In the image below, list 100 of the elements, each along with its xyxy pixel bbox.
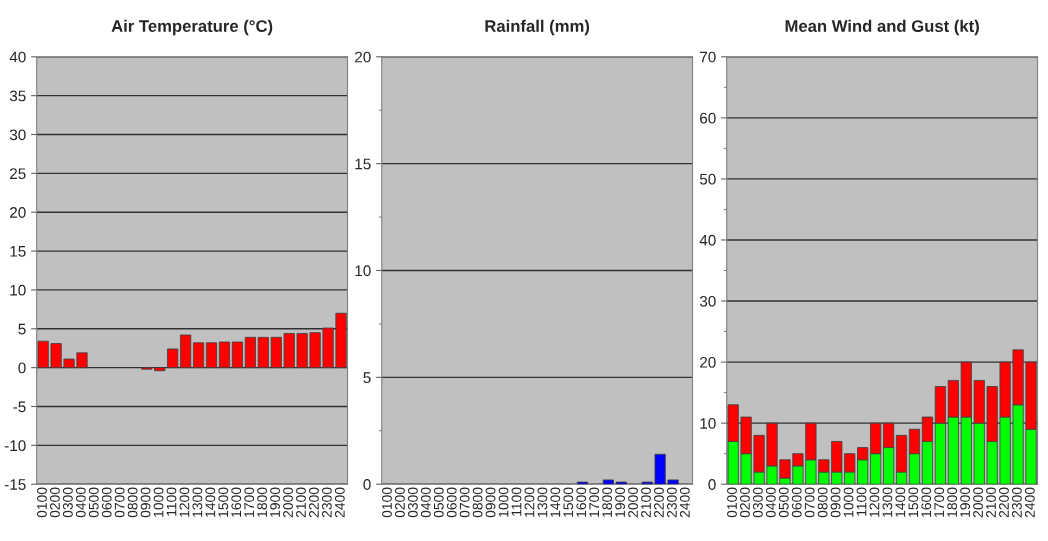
bar (180, 334, 192, 369)
x-tick-label: 1300 (882, 487, 893, 517)
bar (218, 341, 231, 369)
y-tick-label: 10 (10, 284, 26, 296)
x-tick-label: 1300 (537, 487, 548, 517)
x-tick-label: 0500 (778, 487, 789, 518)
x-tick-label: 0900 (485, 487, 496, 518)
x-tick-label: 0300 (62, 487, 73, 518)
x-tick-label: 2400 (679, 487, 690, 518)
y-tick-label: -10 (4, 440, 26, 452)
y-tick-label: 0 (363, 479, 371, 490)
x-tick-label: 1200 (869, 487, 880, 517)
x-tick-label: 1300 (192, 487, 203, 517)
y-tick-label: 20 (355, 51, 371, 63)
chart-title: Air Temperature (°C) (111, 19, 273, 36)
y-tick-label: 0 (18, 362, 26, 374)
bar (576, 481, 589, 485)
x-tick-label: 2200 (654, 487, 664, 518)
x-tick-label: 2000 (628, 487, 638, 518)
x-tick-label: 1800 (257, 487, 268, 517)
y-tick-label: 5 (363, 372, 371, 384)
x-tick-label: 0200 (395, 487, 405, 518)
x-tick-label: 1600 (921, 487, 932, 517)
x-tick-label: 0300 (407, 487, 418, 518)
x-tick-label: 1100 (511, 487, 522, 516)
x-tick-label: 1700 (244, 487, 255, 517)
y-tick-label: 15 (10, 246, 26, 257)
x-tick-label: 0200 (740, 487, 750, 518)
chart-title: Rainfall (mm) (485, 19, 590, 36)
x-tick-label: 0900 (140, 487, 151, 518)
x-tick-label: 1900 (960, 487, 971, 517)
y-tick-label: 50 (699, 173, 716, 185)
x-tick-label: 1900 (615, 487, 626, 517)
x-tick-label: 2000 (283, 487, 293, 518)
x-tick-label: 2400 (334, 487, 345, 518)
x-tick-label: 1700 (934, 487, 945, 517)
x-tick-label: 2200 (999, 487, 1009, 518)
x-tick-label: 0900 (830, 487, 841, 518)
x-tick-label: 2000 (973, 487, 983, 518)
x-tick-label: 0800 (127, 487, 138, 518)
y-tick-label: 35 (9, 90, 26, 102)
x-tick-label: 0300 (752, 487, 763, 518)
x-tick-label: 2300 (1011, 487, 1022, 518)
x-tick-label: 1000 (498, 487, 509, 517)
x-tick-label: 0600 (791, 487, 802, 518)
x-tick-label: 1600 (576, 487, 587, 517)
y-tick-label: -15 (4, 479, 26, 490)
x-tick-label: 2100 (641, 487, 651, 518)
y-tick-label: 60 (700, 112, 716, 124)
x-tick-label: 2100 (296, 487, 306, 518)
x-tick-label: 0400 (765, 487, 776, 518)
x-tick-label: 1400 (550, 487, 561, 517)
x-tick-label: 1100 (166, 487, 177, 516)
x-tick-label: 1800 (602, 487, 613, 517)
bar (205, 342, 218, 369)
x-tick-label: 1800 (947, 487, 958, 517)
x-tick-label: 1000 (843, 487, 854, 517)
x-tick-label: 0700 (459, 487, 470, 518)
y-tick-label: 0 (708, 479, 716, 490)
x-tick-label: 0100 (37, 487, 47, 518)
x-tick-label: 0800 (817, 487, 828, 518)
x-tick-label: 1400 (895, 487, 906, 517)
y-tick-label: 25 (10, 168, 26, 180)
x-tick-label: 2200 (309, 487, 319, 518)
x-tick-label: 2300 (321, 487, 332, 518)
bar (192, 342, 205, 369)
y-tick-label: 40 (9, 51, 26, 63)
x-tick-label: 0100 (382, 487, 392, 518)
x-tick-label: 1900 (270, 487, 280, 517)
x-tick-label: 0200 (50, 487, 60, 518)
x-tick-label: 0400 (75, 487, 86, 518)
x-tick-label: 1500 (218, 487, 229, 517)
x-tick-label: 1500 (908, 487, 919, 517)
x-tick-label: 1500 (563, 487, 574, 517)
x-tick-label: 0600 (446, 487, 457, 518)
x-tick-label: 2400 (1024, 487, 1035, 518)
x-tick-label: 0500 (433, 487, 444, 518)
y-tick-label: 15 (355, 158, 371, 170)
x-tick-label: 1100 (856, 487, 867, 516)
y-tick-label: 40 (699, 234, 716, 246)
x-tick-label: 0100 (727, 487, 737, 518)
x-tick-label: 1700 (589, 487, 600, 517)
chart-title: Mean Wind and Gust (kt) (785, 19, 979, 36)
x-tick-label: 0400 (420, 487, 431, 518)
y-tick-label: 10 (355, 265, 371, 277)
x-tick-label: 0600 (101, 487, 112, 518)
x-tick-label: 0700 (804, 487, 815, 518)
x-tick-label: 1600 (231, 487, 242, 517)
x-tick-label: 0500 (88, 487, 99, 518)
x-tick-label: 1200 (179, 487, 190, 517)
x-tick-label: 0800 (472, 487, 483, 518)
y-tick-label: 30 (9, 129, 26, 141)
y-tick-label: 30 (699, 295, 716, 307)
x-tick-label: 1200 (524, 487, 535, 517)
x-tick-label: 0700 (114, 487, 125, 518)
x-tick-label: 2100 (986, 487, 996, 518)
y-tick-label: 20 (700, 356, 716, 368)
x-tick-label: 2300 (666, 487, 677, 518)
y-tick-label: 20 (10, 207, 26, 218)
y-tick-label: 10 (700, 418, 716, 429)
